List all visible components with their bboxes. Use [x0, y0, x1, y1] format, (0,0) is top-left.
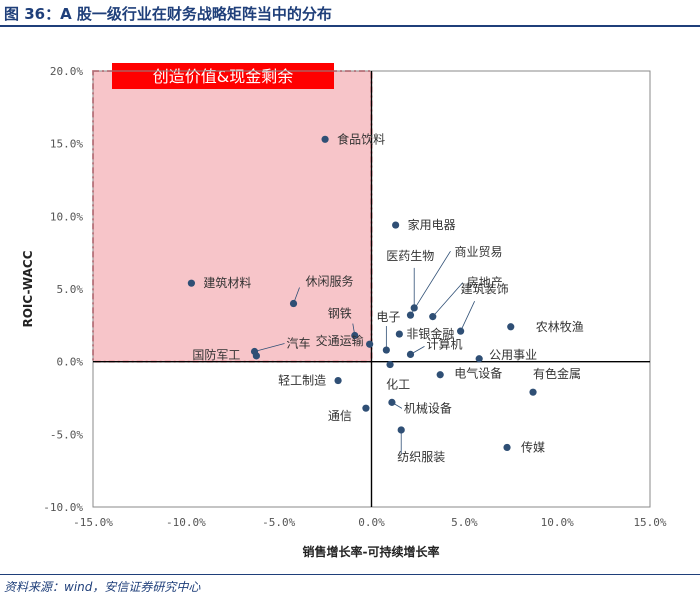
point-label: 非银金融: [406, 326, 454, 341]
point-label: 公用事业: [489, 348, 537, 362]
title-rule: [0, 25, 700, 27]
data-point: [395, 330, 403, 338]
point-label: 房地产: [467, 275, 503, 290]
x-tick-label: -10.0%: [166, 516, 206, 529]
y-tick-label: -10.0%: [43, 501, 83, 514]
point-label: 建筑装饰: [461, 281, 509, 296]
footer-rule: [0, 574, 700, 575]
y-tick-label: -5.0%: [50, 428, 83, 441]
y-tick-label: 10.0%: [50, 210, 83, 223]
point-label: 计算机: [426, 336, 462, 351]
data-point: [289, 299, 298, 308]
point-label: 商业贸易: [454, 244, 502, 259]
data-point: [397, 426, 405, 434]
x-tick-label: -15.0%: [73, 516, 113, 529]
point-label: 建筑材料: [203, 275, 251, 290]
leader-line: [254, 343, 285, 352]
data-point: [507, 323, 515, 331]
leader-line: [410, 250, 451, 316]
point-label: 钢铁: [328, 307, 352, 321]
y-tick-label: 0.0%: [57, 356, 84, 369]
scatter-chart: 创造价值&现金剩余 -15.0% -10.0% -5.0% 0.0% 5.0% 10.0%…: [21, 63, 667, 559]
tick-labels-group: -15.0% -10.0% -5.0% 0.0% 5.0% 10.0% 15.0% 20.0%…: [43, 65, 667, 529]
data-point: [392, 221, 400, 229]
data-point: [386, 360, 394, 369]
y-tick-label: 20.0%: [50, 65, 83, 78]
data-point: [410, 304, 418, 312]
point-label: 纺织服装: [397, 450, 445, 464]
data-point: [475, 355, 483, 363]
data-point: [382, 346, 390, 354]
point-label: 休闲服务: [306, 274, 354, 289]
point-label: 家用电器: [408, 217, 456, 232]
y-axis-title: ROIC-WACC: [21, 250, 35, 327]
point-label: 国防军工: [192, 347, 240, 362]
data-point: [529, 388, 537, 396]
data-point: [429, 313, 437, 321]
highlight-label: 创造价值&现金剩余: [153, 67, 293, 86]
point-label: 医药生物: [386, 249, 434, 263]
data-point: [503, 443, 511, 452]
point-label: 汽车: [287, 335, 311, 350]
data-point: [388, 398, 396, 406]
data-point: [436, 371, 444, 379]
x-tick-label: 5.0%: [451, 516, 478, 529]
x-tick-label: 10.0%: [541, 516, 574, 529]
data-point: [406, 311, 415, 319]
axes-group: [92, 70, 651, 508]
x-axis-title: 销售增长率-可持续增长率: [303, 544, 440, 559]
x-tick-label: -5.0%: [262, 516, 295, 529]
point-label: 电子: [376, 310, 400, 324]
figure-title: 图 36：A 股一级行业在财务战略矩阵当中的分布: [4, 5, 332, 23]
y-tick-label: 15.0%: [50, 138, 83, 151]
point-label: 通信: [328, 409, 352, 423]
data-point: [252, 352, 260, 360]
data-point: [351, 331, 359, 340]
data-point: [366, 340, 374, 348]
data-point: [321, 135, 329, 143]
leader-line: [432, 282, 464, 317]
leader-line: [460, 300, 475, 332]
y-tick-label: 5.0%: [57, 283, 84, 296]
point-label: 食品饮料: [337, 131, 385, 146]
point-label: 交通运输: [316, 333, 364, 348]
highlight-label-box: [112, 63, 334, 89]
x-tick-label: 15.0%: [633, 516, 666, 529]
point-label: 电气设备: [454, 366, 502, 381]
point-label: 农林牧渔: [536, 320, 584, 334]
source-note: 资料来源：wind，安信证券研究中心: [4, 580, 201, 594]
data-point: [187, 279, 196, 287]
point-label: 有色金属: [533, 366, 581, 381]
point-label: 化工: [386, 378, 410, 392]
point-label: 机械设备: [404, 400, 452, 415]
point-label: 轻工制造: [278, 374, 326, 388]
data-point: [362, 404, 370, 412]
data-point: [457, 327, 465, 335]
data-point: [334, 376, 342, 385]
x-tick-label: 0.0%: [358, 516, 385, 529]
data-point: [406, 350, 415, 358]
point-label: 传媒: [521, 439, 545, 454]
points-group: [187, 135, 537, 452]
